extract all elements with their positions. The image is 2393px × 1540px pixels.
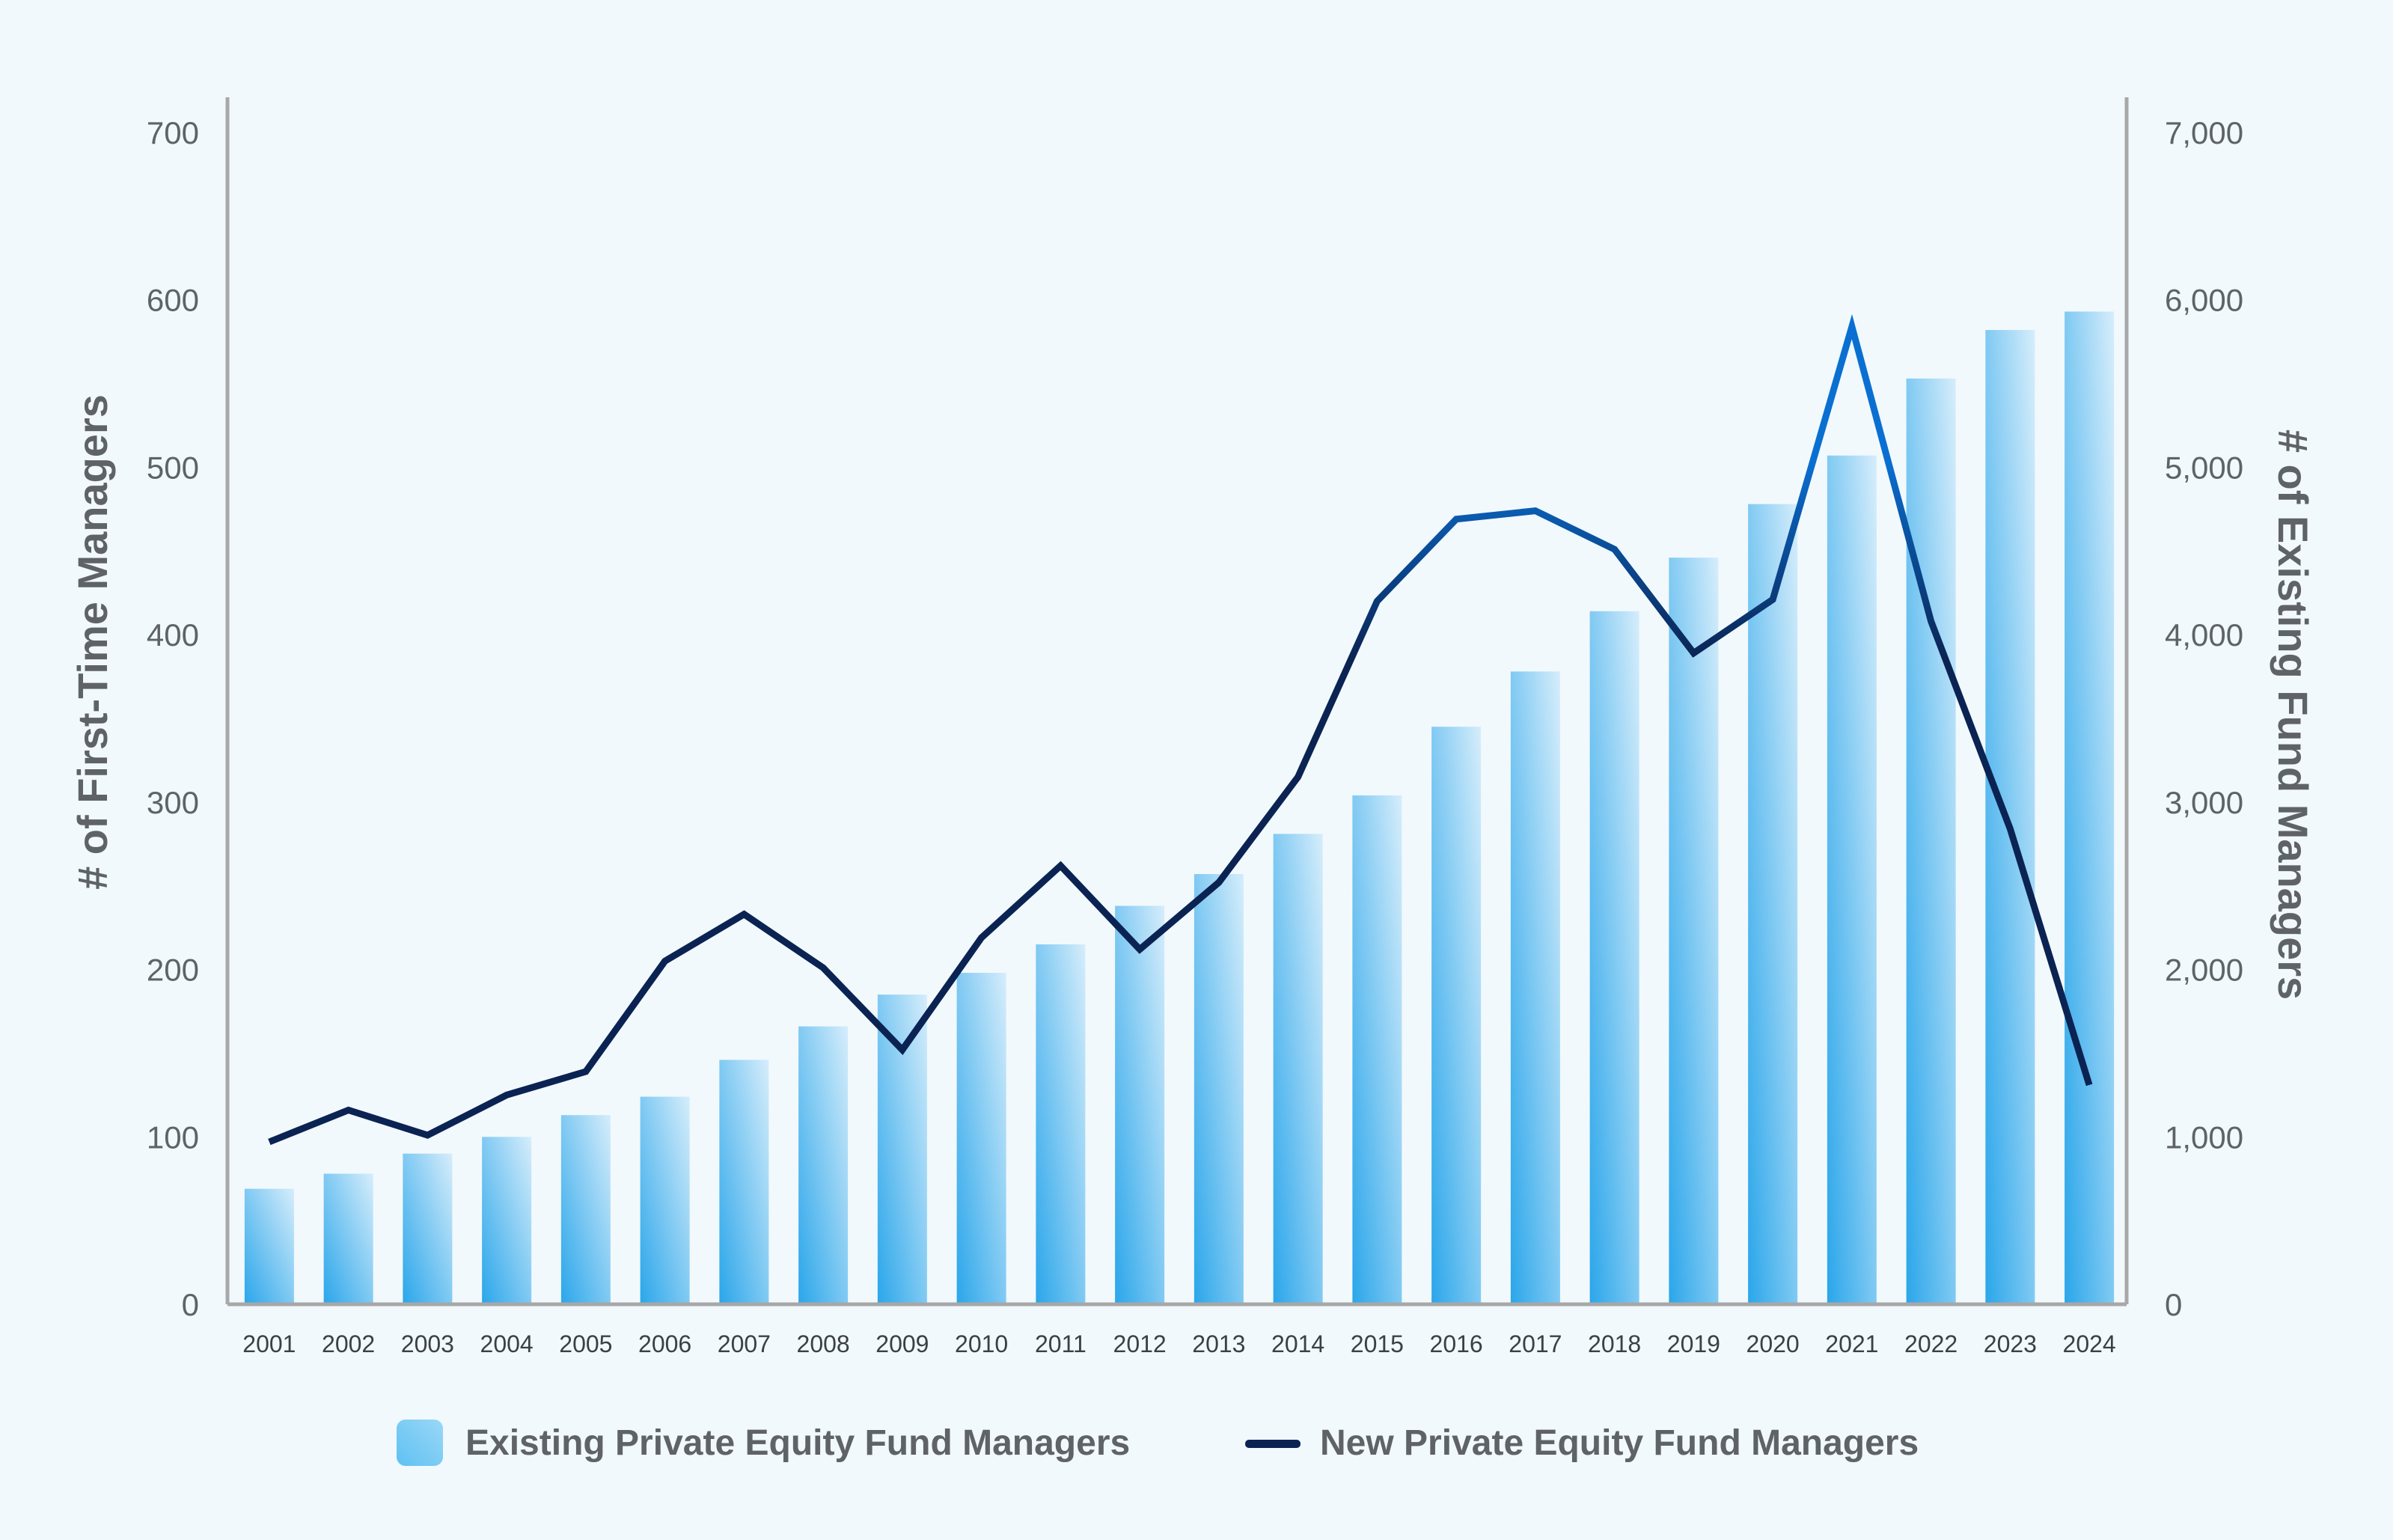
bar-2004 [482,1137,532,1304]
line-new-managers [268,314,2093,1146]
y-axis-right-title: # of Existing Fund Managers [2270,430,2317,1000]
x-tick-label-2001: 2001 [242,1330,296,1357]
bar-2015 [1352,795,1402,1304]
legend-label-bars: Existing Private Equity Fund Managers [465,1423,1130,1463]
bar-2007 [719,1060,769,1304]
bar-2001 [244,1188,294,1304]
bar-2016 [1431,727,1482,1304]
bar-2003 [403,1153,453,1304]
x-tick-label-2017: 2017 [1509,1330,1562,1357]
x-tick-label-2013: 2013 [1192,1330,1245,1357]
x-tick-label-2020: 2020 [1746,1330,1800,1357]
y-axis-left-title: # of First-Time Managers [69,394,116,890]
y-left-tick-label: 100 [147,1119,199,1155]
x-tick-label-2019: 2019 [1667,1330,1720,1357]
legend: Existing Private Equity Fund Managers Ne… [397,1420,1919,1466]
x-tick-label-2006: 2006 [638,1330,691,1357]
y-left-tick-label: 0 [182,1287,199,1322]
x-tick-label-2022: 2022 [1904,1330,1958,1357]
x-tick-label-2016: 2016 [1430,1330,1483,1357]
y-right-tick-label: 7,000 [2165,115,2243,150]
x-tick-label-2018: 2018 [1588,1330,1641,1357]
bar-2006 [640,1096,690,1304]
x-tick-label-2014: 2014 [1271,1330,1324,1357]
bar-2011 [1036,944,1086,1304]
axes [225,97,2129,1307]
x-tick-label-2007: 2007 [718,1330,771,1357]
y-right-tick-label: 0 [2165,1287,2182,1322]
x-tick-label-2003: 2003 [401,1330,454,1357]
bar-2022 [1906,378,1956,1304]
bar-2008 [798,1026,849,1304]
bar-2013 [1194,874,1244,1304]
y-right-tick-label: 4,000 [2165,617,2243,653]
x-tick-label-2023: 2023 [1984,1330,2037,1357]
bar-2019 [1669,557,1719,1304]
x-tick-label-2005: 2005 [559,1330,612,1357]
legend-swatch-bars [397,1420,443,1466]
bar-2012 [1115,905,1165,1304]
x-tick-label-2011: 2011 [1035,1330,1087,1357]
bar-2009 [877,994,927,1304]
x-tick-label-2024: 2024 [2063,1330,2116,1357]
tick-labels: 0 100 200 300 400 500 600 700 0 1,000 2,000 3,000 4,… [147,115,2243,1357]
bar-2010 [956,973,1006,1304]
y-left-tick-label: 700 [147,115,199,150]
y-right-tick-label: 3,000 [2165,785,2243,820]
bar-2021 [1827,455,1877,1304]
bar-2018 [1589,611,1639,1304]
line-series [268,314,2093,1146]
x-tick-label-2010: 2010 [955,1330,1008,1357]
y-right-tick-label: 5,000 [2165,450,2243,485]
y-left-tick-label: 500 [147,450,199,485]
bar-2020 [1748,504,1798,1304]
y-right-tick-label: 1,000 [2165,1119,2243,1155]
y-right-tick-label: 2,000 [2165,953,2243,988]
y-right-tick-label: 6,000 [2165,283,2243,318]
x-tick-label-2002: 2002 [322,1330,375,1357]
x-tick-label-2021: 2021 [1825,1330,1878,1357]
bar-2002 [323,1173,373,1304]
bar-2017 [1510,671,1560,1304]
bar-2014 [1273,834,1323,1304]
bar-2023 [1985,329,2035,1304]
bar-2024 [2065,311,2115,1305]
y-left-tick-label: 400 [147,617,199,653]
x-tick-label-2009: 2009 [875,1330,929,1357]
legend-swatch-line [1245,1440,1301,1448]
x-tick-label-2012: 2012 [1113,1330,1167,1357]
x-tick-label-2008: 2008 [797,1330,850,1357]
y-left-tick-label: 600 [147,283,199,318]
bar-series [244,311,2115,1305]
legend-label-line: New Private Equity Fund Managers [1320,1423,1919,1463]
y-left-tick-label: 300 [147,785,199,820]
y-left-tick-label: 200 [147,953,199,988]
x-tick-label-2015: 2015 [1351,1330,1404,1357]
bar-2005 [560,1115,611,1304]
x-tick-label-2004: 2004 [480,1330,534,1357]
